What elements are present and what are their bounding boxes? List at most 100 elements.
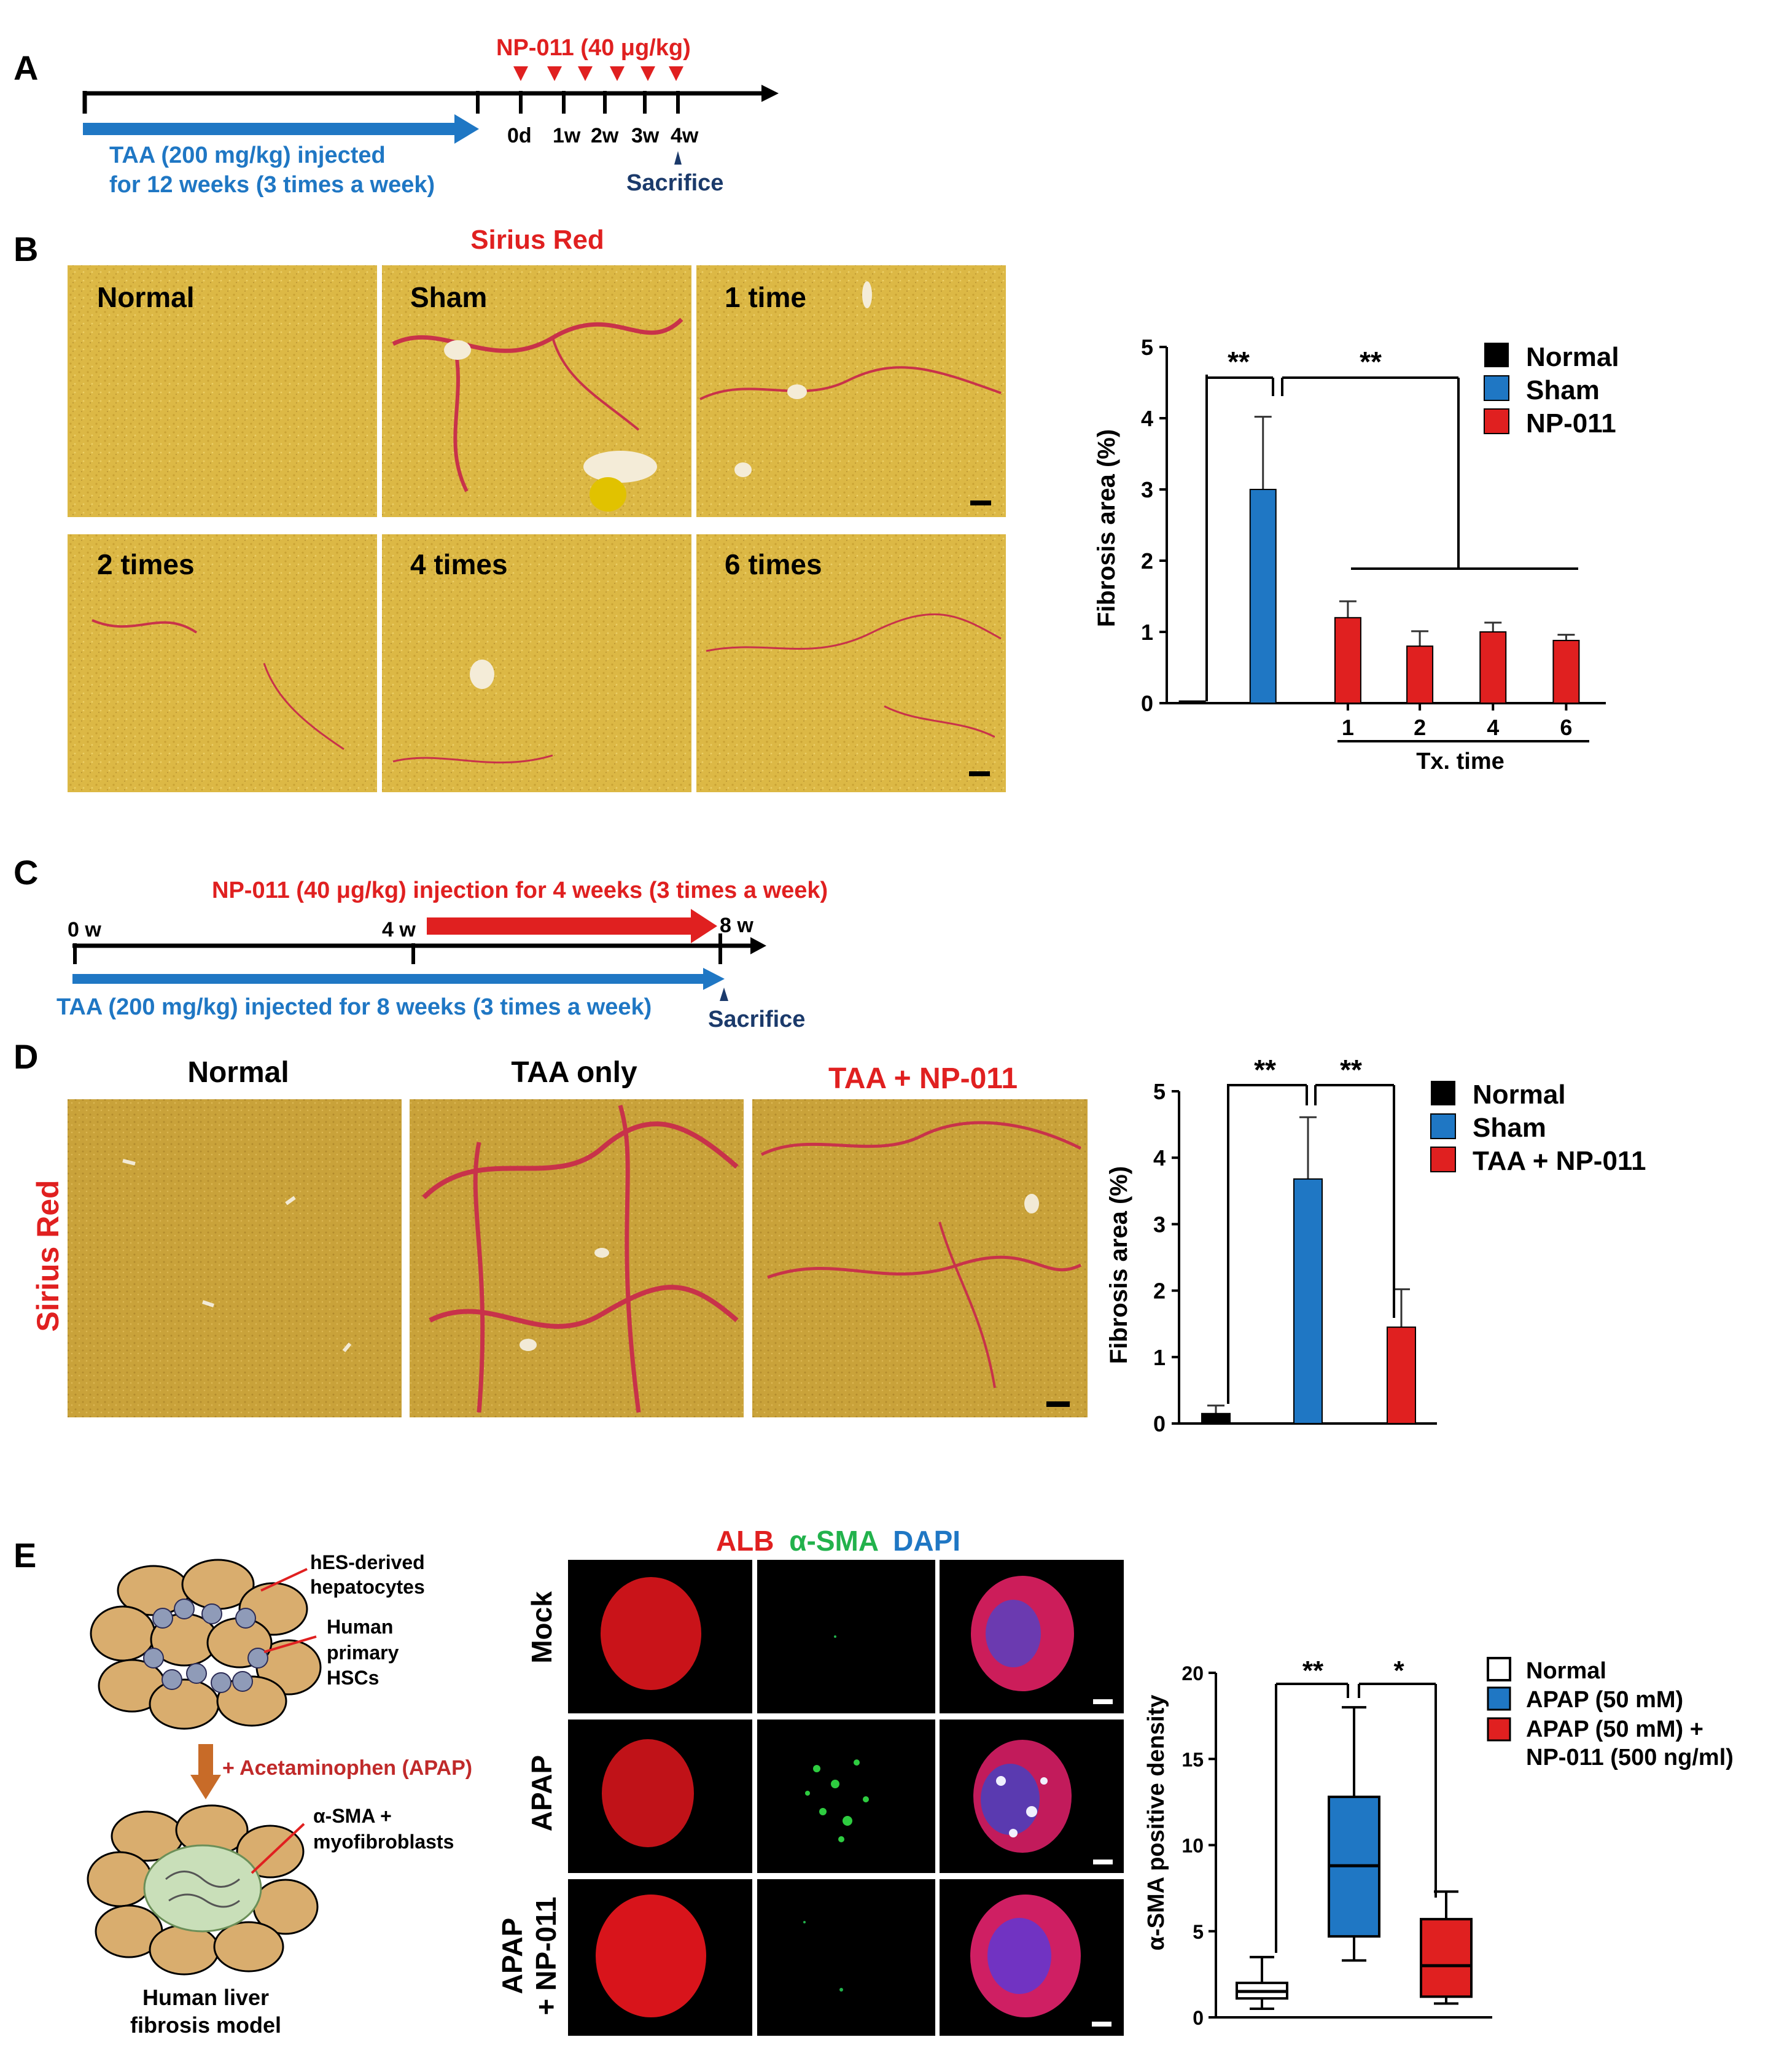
bar (1249, 489, 1277, 704)
legend-label: Normal (1526, 1658, 1606, 1684)
image-apap-np-sma (757, 1879, 935, 2036)
sacrifice-label-c: Sacrifice (708, 1007, 805, 1032)
legend-label: Normal (1526, 342, 1619, 372)
myo-label-line2: myofibroblasts (313, 1831, 454, 1853)
np-injection-label: NP-011 (40 μg/kg) injection for 4 weeks … (212, 878, 828, 903)
legend-swatch (1487, 1717, 1511, 1742)
panel-letter-a: A (14, 49, 38, 87)
scale-bar (1046, 1401, 1070, 1407)
legend-label: TAA + NP-011 (1473, 1146, 1646, 1176)
bar (1479, 631, 1507, 704)
injection-markers (513, 66, 683, 81)
x-tick-label: 1 (1342, 715, 1354, 740)
y-tick-label: 3 (1153, 1212, 1166, 1237)
x-group-label: Tx. time (1416, 749, 1505, 774)
y-tick-label: 20 (1181, 1662, 1204, 1684)
organoid-diagram-top: hES-derived hepatocytes Human primary HS… (90, 1551, 425, 1730)
image-apap-sma (757, 1720, 935, 1873)
panel-e: E hES- (14, 1525, 1734, 2038)
tick-label-3w: 3w (631, 124, 660, 147)
taa-label-line2: for 12 weeks (3 times a week) (109, 172, 435, 198)
bar (1178, 700, 1206, 704)
chart-b: Fibrosis area (%) 0 1 2 3 4 5 1 2 4 6 ** ** Tx. t… (1093, 335, 1619, 774)
injection-marker (513, 66, 528, 81)
y-tick-label: 1 (1153, 1345, 1166, 1370)
organoid-diagram-bottom: α-SMA + myofibroblasts Human liver fibro… (87, 1804, 454, 2038)
histology-image-d-taa-only (410, 1099, 744, 1417)
hep-label-line1: hES-derived (310, 1551, 425, 1573)
legend-swatch (1430, 1113, 1456, 1139)
bar (1406, 645, 1434, 704)
hsc-label-line1: Human (327, 1616, 393, 1638)
legend-label: NP-011 (500 ng/ml) (1526, 1745, 1734, 1770)
pointer-arrow (263, 1635, 317, 1653)
timeline-tick (1, 1, 75, 946)
x-tick-label: 4 (1487, 715, 1499, 740)
panel-c: C NP-011 (40 μg/kg) injection for 4 week… (1, 1, 828, 1032)
y-tick-label: 10 (1181, 1835, 1204, 1857)
panel-d: D Sirius Red Normal TAA only TAA + NP-01… (14, 1037, 1646, 1436)
y-tick-label: 5 (1141, 335, 1153, 360)
image-label: Normal (97, 281, 194, 313)
model-label-line2: fibrosis model (130, 2012, 281, 2038)
image-title-taa-only: TAA only (511, 1056, 637, 1089)
histology-image-d-taa-np011 (752, 1099, 1088, 1417)
y-tick-label: 4 (1153, 1145, 1166, 1170)
panel-letter-b: B (14, 230, 38, 268)
image-label: 4 times (410, 548, 508, 580)
row-label-mock: Mock (526, 1591, 558, 1664)
stain-alb: ALB (716, 1525, 774, 1557)
histology-image-sham: Sham (382, 265, 691, 517)
histology-image-d-normal (68, 1099, 402, 1417)
scale-bar (970, 500, 991, 505)
bar (1293, 1178, 1323, 1424)
row-label-apap-np-line2: + NP-011 (530, 1896, 562, 2015)
y-tick-label: 5 (1193, 1921, 1204, 1943)
tick-label-0d: 0d (507, 124, 532, 147)
image-label: 6 times (725, 548, 822, 580)
tick-label-4w: 4 w (382, 918, 416, 941)
model-label-line1: Human liver (142, 1985, 269, 2010)
hep-label-line2: hepatocytes (310, 1576, 425, 1598)
panel-letter-e: E (14, 1536, 36, 1575)
chart-d-ylabel: Fibrosis area (%) (1105, 1166, 1132, 1364)
bar (1387, 1326, 1416, 1425)
histology-image-4-times: 4 times (382, 534, 691, 792)
taa-label-c: TAA (200 mg/kg) injected for 8 weeks (3 … (56, 994, 652, 1020)
y-tick-label: 0 (1193, 2007, 1204, 2029)
legend-label: Sham (1473, 1113, 1546, 1143)
red-arrowhead (691, 909, 717, 943)
legend-swatch (1487, 1657, 1511, 1681)
taa-arrowhead (454, 114, 479, 144)
injection-marker (610, 66, 625, 81)
sig-stars: * (1393, 1656, 1404, 1686)
histology-grid-b: Normal Sham 1 time (68, 265, 1006, 792)
hsc-label-line3: HSCs (327, 1667, 379, 1689)
box (1420, 1918, 1473, 1998)
y-tick-label: 15 (1181, 1748, 1204, 1770)
bar (1201, 1412, 1231, 1425)
sirius-red-title-b: Sirius Red (470, 225, 604, 255)
y-tick-label: 5 (1153, 1079, 1166, 1104)
legend-label: APAP (50 mM) (1526, 1687, 1683, 1713)
sacrifice-marker (720, 987, 728, 1001)
sacrifice-label-a: Sacrifice (626, 170, 723, 196)
row-label-apap-np-line1: APAP (496, 1918, 528, 1994)
sirius-red-side-label: Sirius Red (31, 1180, 65, 1331)
legend-label: Normal (1473, 1080, 1566, 1110)
y-tick-label: 4 (1141, 406, 1153, 431)
tick-label-1w: 1w (553, 124, 581, 147)
injection-marker (578, 66, 593, 81)
chart-b-body: 0 1 2 3 4 5 1 2 4 6 (1141, 335, 1606, 740)
legend-swatch (1484, 343, 1509, 367)
y-tick-label: 2 (1153, 1279, 1166, 1304)
stain-dapi: DAPI (893, 1525, 960, 1557)
stain-title: ALB α-SMA DAPI (716, 1525, 960, 1557)
histology-image-6-times: 6 times (696, 534, 1006, 792)
histology-image-1-time: 1 time (696, 265, 1006, 517)
apap-step-label: + Acetaminophen (APAP) (222, 1756, 472, 1780)
scale-bar (1092, 2022, 1111, 2027)
legend-label: NP-011 (1526, 408, 1616, 438)
np-dose-label: NP-011 (40 μg/kg) (496, 35, 691, 61)
tick-label-8w: 8 w (720, 914, 753, 937)
